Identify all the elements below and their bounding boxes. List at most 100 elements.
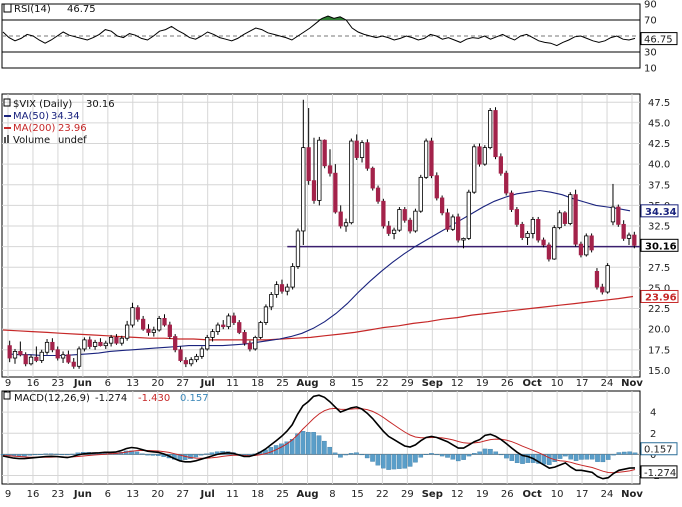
x-axis-label: 20: [151, 378, 164, 389]
candle-body: [71, 361, 76, 367]
candle-body: [546, 244, 552, 260]
macd-histogram-bar: [482, 448, 488, 455]
legend-vix: $VIX (Daily) 30.16: [3, 98, 115, 110]
candle-body: [108, 336, 114, 344]
candle-body: [253, 336, 258, 350]
macd-histogram-bar: [54, 453, 59, 455]
candle-body: [509, 192, 514, 210]
macd-histogram-bar: [204, 453, 209, 455]
candle-body: [221, 324, 226, 328]
macd-tag-text: 0.157: [644, 445, 673, 456]
legend-vix-value: 30.16: [86, 99, 115, 110]
legend-ma50-label: MA(50): [13, 111, 49, 122]
candle-body: [621, 223, 626, 239]
candle-body: [472, 146, 477, 193]
macd-histogram-bar: [589, 454, 595, 460]
macd-tick-label: 0: [650, 450, 656, 461]
candle-body: [477, 146, 482, 165]
candle-body: [616, 206, 621, 225]
macd-histogram-bar: [348, 453, 354, 455]
x-axis-label: 9: [5, 378, 11, 389]
macd-tag-box: [640, 465, 678, 479]
macd-histogram-bar: [600, 454, 606, 463]
price-tick-label: 15.0: [648, 366, 670, 377]
macd-histogram-bar: [504, 454, 509, 459]
x-axis-label: Aug: [297, 489, 319, 500]
macd-signal-line: [2, 407, 636, 474]
vix-legend-icon: [3, 98, 11, 107]
rsi-last-value-text: 46.75: [644, 35, 673, 46]
candle-body: [578, 243, 584, 256]
x-axis-label: 6: [105, 378, 111, 389]
candle-body: [124, 324, 130, 339]
candle-body: [60, 354, 66, 359]
price-tick-label: 40.0: [648, 160, 670, 171]
macd-histogram-bar: [418, 454, 424, 458]
rsi-legend-label: RSI(14): [14, 4, 51, 15]
candle-body: [488, 110, 493, 149]
macd-histogram-bar: [584, 454, 590, 460]
candle-body: [450, 216, 455, 230]
candle-body: [50, 341, 55, 351]
macd-histogram-bar: [359, 454, 365, 456]
candle-body: [530, 219, 536, 234]
macd-histogram-bar: [423, 454, 429, 455]
candle-body: [231, 315, 237, 323]
candle-body: [514, 209, 520, 225]
candle-body: [600, 286, 605, 293]
price-tag-box: [640, 238, 679, 252]
x-axis-label: 10: [551, 378, 564, 389]
candle-body: [55, 349, 60, 359]
candle-body: [568, 194, 573, 224]
candle-body: [103, 342, 108, 347]
candle-body: [279, 284, 285, 292]
macd-histogram-bar: [621, 451, 627, 455]
macd-histogram-bar: [616, 452, 622, 455]
x-axis-label: 22: [376, 489, 389, 500]
macd-histogram-bar: [370, 454, 375, 462]
macd-legend: MACD(12,26,9) -1.274 -1.430 0.157: [3, 391, 209, 404]
candle-body: [375, 187, 381, 202]
macd-tag-box: [640, 442, 678, 456]
price-tags: 34.34 30.16 23.96: [640, 204, 679, 303]
price-legend: $VIX (Daily) 30.16 MA(50) 34.34 MA(200) …: [3, 98, 115, 146]
price-tag-text: 23.96: [645, 292, 677, 303]
candle-body: [157, 318, 162, 331]
candle-body: [34, 356, 39, 361]
candle-body: [498, 156, 503, 174]
x-axis-label: 10: [551, 489, 564, 500]
x-axis-labels-macd: 9 16 23 Jun 6 13 20 27 Jul 11 18 25 Aug 8 15 22 29 Sep 12 1…: [5, 489, 644, 500]
candle-body: [141, 318, 146, 330]
macd-histogram-bar: [300, 431, 306, 455]
macd-histogram-bar: [386, 454, 391, 470]
macd-histogram-bar: [579, 454, 584, 460]
candle-body: [173, 336, 178, 351]
macd-histogram-bar: [156, 454, 161, 456]
macd-last-value-labels: 0.157 -1.274: [640, 442, 678, 479]
candle-body: [504, 172, 509, 194]
x-axis-label: 13: [126, 378, 139, 389]
legend-ma50: MA(50) 34.34: [4, 111, 80, 122]
macd-histogram-bar: [0, 454, 6, 456]
candle-body: [226, 315, 231, 328]
macd-tick-label: 4: [650, 408, 656, 419]
candle-body: [429, 140, 434, 177]
x-axis-label: 26: [501, 378, 514, 389]
candle-body: [461, 237, 466, 241]
macd-histogram-bar: [64, 454, 70, 456]
candles: [7, 99, 637, 369]
candle-body: [301, 147, 306, 232]
macd-histogram-bar: [605, 454, 611, 460]
macd-histogram-bar: [305, 432, 311, 455]
candle-body: [413, 210, 418, 232]
macd-histogram-bar: [38, 454, 43, 455]
macd-tag-text: -1.274: [644, 468, 676, 479]
candle-body: [541, 239, 546, 246]
x-axis-label: 25: [276, 489, 289, 500]
x-axis-label: 24: [601, 378, 614, 389]
candle-body: [482, 147, 487, 165]
x-axis-label: 8: [329, 489, 335, 500]
candle-body: [306, 147, 311, 182]
candle-body: [151, 329, 156, 333]
macd-histogram-bar: [338, 454, 343, 458]
